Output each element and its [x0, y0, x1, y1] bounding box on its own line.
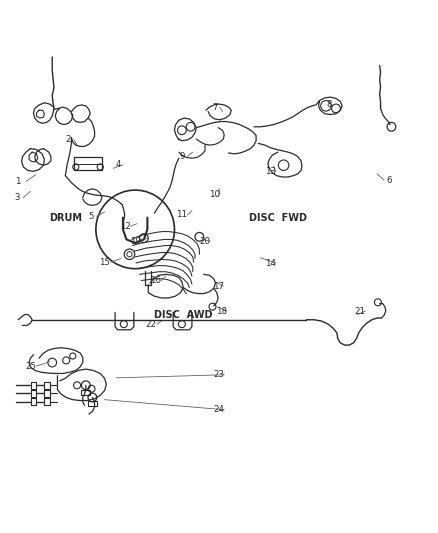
Text: 19: 19	[130, 237, 141, 246]
Text: 4: 4	[116, 160, 121, 169]
Text: 23: 23	[213, 370, 225, 379]
Text: DISC  AWD: DISC AWD	[154, 310, 212, 319]
Text: 5: 5	[89, 212, 94, 221]
Text: 7: 7	[212, 103, 217, 111]
Text: 21: 21	[354, 306, 365, 316]
Text: 14: 14	[265, 259, 276, 268]
Text: 10: 10	[209, 190, 220, 199]
Text: 13: 13	[265, 167, 276, 176]
Text: 6: 6	[386, 175, 392, 184]
Text: DRUM: DRUM	[49, 213, 82, 223]
Text: 18: 18	[215, 306, 227, 316]
Text: 2: 2	[66, 135, 71, 144]
Text: 17: 17	[212, 281, 224, 290]
Text: 1: 1	[15, 177, 21, 186]
Text: 3: 3	[14, 193, 20, 202]
Text: 22: 22	[146, 320, 157, 329]
Text: 20: 20	[200, 237, 211, 246]
Text: 16: 16	[150, 276, 161, 285]
Text: 12: 12	[120, 222, 131, 231]
Text: 25: 25	[25, 361, 36, 370]
Text: 8: 8	[326, 100, 332, 109]
Text: 11: 11	[177, 211, 187, 220]
Text: 24: 24	[213, 405, 225, 414]
Text: 9: 9	[179, 151, 184, 160]
Text: DISC  FWD: DISC FWD	[249, 213, 307, 223]
Text: 15: 15	[99, 257, 110, 266]
